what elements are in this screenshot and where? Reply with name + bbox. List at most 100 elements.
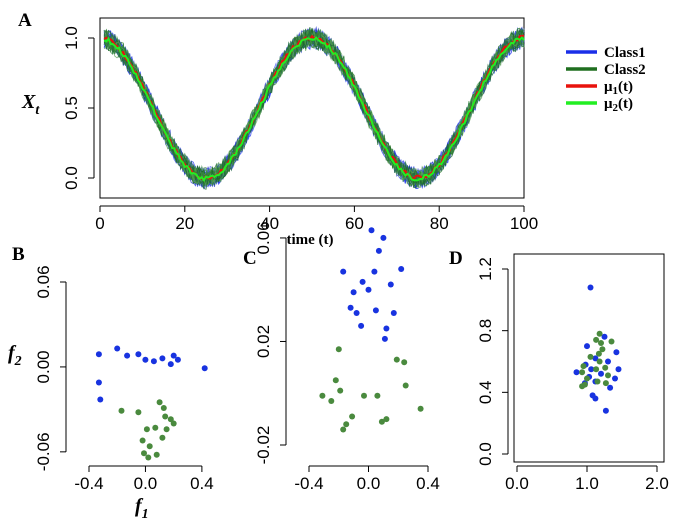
panel-a-mean-curves (103, 34, 525, 182)
sample-path-class1 (103, 27, 525, 187)
panel-b-point-class2 (152, 424, 159, 431)
panel-c-point-class2 (328, 398, 335, 404)
panel-b-y-axis-label: f2 (8, 342, 22, 369)
panel-b-point-class1 (135, 351, 142, 358)
panel-b-scatter: -0.4 0.0 0.4 -0.06 0.00 0.06 (34, 265, 214, 493)
panel-b-point-class1 (174, 356, 181, 363)
panel-a-y-tick-label: 0.0 (62, 166, 81, 190)
panel-d-point-class1 (602, 407, 609, 414)
sample-path-class2 (103, 29, 525, 187)
sample-path-class2 (103, 29, 525, 182)
panel-b-point-class2 (146, 443, 153, 450)
panel-d-point-class2 (596, 330, 603, 337)
sample-path-class1 (103, 29, 525, 188)
sample-path-class2 (103, 30, 525, 189)
panel-c-point-class1 (340, 268, 347, 275)
panel-a-x-tick-label: 60 (345, 214, 364, 233)
panel-c-point-class2 (319, 392, 326, 399)
sample-path-class2 (103, 29, 525, 187)
panel-d-point-class2 (608, 338, 615, 345)
panel-c-y-tick-label: -0.02 (254, 426, 273, 465)
panel-c-y-tick-label: 0.02 (254, 325, 273, 358)
panel-d-point-class1 (592, 355, 599, 362)
panel-a-x-tick-label: 20 (175, 214, 194, 233)
panel-d-point-class1 (598, 370, 604, 377)
panel-b-point-class1 (201, 365, 208, 372)
sample-path-class2 (103, 29, 525, 188)
panel-d-point-class2 (584, 375, 590, 382)
panel-d-point-class1 (613, 349, 620, 356)
panel-c-point-class2 (340, 426, 347, 433)
panel-c-point-class2 (401, 359, 408, 366)
sample-path-class1 (103, 26, 525, 185)
panel-c-point-class2 (402, 382, 409, 389)
panel-c-point-class1 (371, 268, 378, 275)
panel-d-point-class2 (596, 358, 603, 365)
panel-d-point-class2 (587, 353, 594, 360)
panel-d-y-tick-label: 0.8 (476, 319, 495, 343)
panel-b-point-class2 (145, 454, 152, 461)
sample-path-class1 (103, 27, 525, 186)
panel-b-point-class2 (118, 407, 125, 414)
panel-a-x-axis-label: time (t) (286, 232, 333, 248)
panel-c-scatter: -0.4 0.0 0.4 -0.02 0.02 0.06 (254, 221, 440, 493)
panel-c-y-tick-label: 0.06 (254, 221, 273, 254)
panel-a-y-tick-label: 0.5 (62, 96, 81, 120)
panel-b-point-class2 (141, 450, 147, 457)
panel-c-point-class2 (393, 356, 400, 363)
sample-path-class2 (103, 29, 525, 185)
panel-d-point-class1 (605, 358, 611, 365)
sample-path-class1 (103, 31, 524, 189)
panel-b-point-class2 (170, 420, 177, 427)
panel-c-label: C (243, 248, 257, 269)
sample-path-class2 (103, 27, 525, 185)
sample-path-class1 (103, 29, 525, 190)
sample-path-class2 (104, 31, 525, 189)
sample-path-class1 (103, 28, 525, 185)
legend-label-3: μ1(t) (604, 79, 633, 97)
panel-a-sample-paths (103, 26, 525, 190)
panel-b-point-class2 (167, 416, 174, 423)
panel-a: A 0 20 40 60 80 100 0.0 0.5 1.0 Xt time (t) Clas… (18, 10, 646, 248)
panel-a-label: A (18, 10, 32, 31)
sample-path-class1 (103, 29, 525, 187)
panel-c-point-class2 (417, 405, 424, 412)
panel-d-point-class2 (598, 340, 604, 346)
sample-path-class1 (103, 29, 525, 187)
panel-d-point-class2 (593, 336, 600, 343)
panel-c-point-class2 (343, 421, 350, 428)
panel-d-point-class1 (592, 395, 599, 402)
panel-d-point-class1 (607, 384, 614, 391)
panel-b-point-class1 (167, 361, 174, 368)
panel-c-point-class1 (375, 247, 382, 254)
panel-d-point-class2 (579, 383, 586, 390)
panel-b-point-class1 (159, 355, 166, 362)
panel-b-point-class1 (114, 345, 121, 352)
sample-path-class1 (103, 29, 525, 185)
legend-label-1: Class1 (604, 45, 646, 61)
sample-path-class1 (103, 29, 525, 189)
panel-b-x-tick-label: -0.4 (74, 474, 103, 493)
panel-d-point-class2 (593, 366, 600, 373)
panel-d-x-tick-label: 2.0 (645, 474, 669, 493)
panel-b-point-class1 (150, 358, 157, 365)
panel-d-point-class2 (602, 380, 609, 387)
panel-d-point-class2 (579, 369, 586, 376)
sample-path-class2 (103, 27, 525, 183)
panel-b-point-class2 (153, 451, 160, 458)
panel-d-point-class2 (599, 346, 606, 353)
panel-b-point-class1 (170, 352, 177, 359)
sample-path-class2 (103, 28, 525, 187)
panel-d-y-tick-label: 1.2 (476, 257, 495, 281)
sample-path-class2 (103, 30, 525, 187)
panel-c-point-class1 (359, 278, 366, 285)
panel-b-point-class1 (124, 352, 131, 359)
panel-d-point-class1 (588, 366, 595, 373)
panel-b-y-tick-label: 0.00 (34, 350, 53, 383)
panel-d-point-class1 (615, 366, 622, 373)
panel-b-point-class1 (95, 351, 102, 358)
sample-path-class2 (103, 28, 525, 186)
sample-path-class1 (104, 30, 525, 186)
sample-path-class2 (103, 29, 525, 189)
